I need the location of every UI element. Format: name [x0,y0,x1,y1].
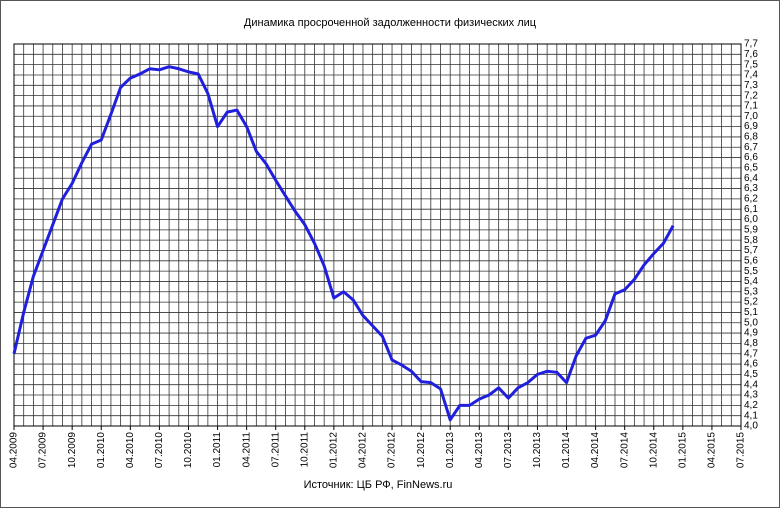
chart-title: Динамика просроченной задолженности физи… [244,17,537,29]
y-tick-label: 4,6 [744,359,758,370]
y-tick-label: 5,0 [744,317,758,328]
y-tick-label: 6,5 [744,163,758,174]
x-tick-label: 04.2009 [9,432,20,469]
y-tick-label: 7,0 [744,111,758,122]
data-line [12,65,675,422]
y-tick-label: 4,9 [744,328,758,339]
y-tick-label: 7,7 [744,39,758,50]
y-tick-label: 4,2 [744,400,758,411]
y-tick-label: 6,9 [744,121,758,132]
y-tick-label: 4,3 [744,390,758,401]
x-tick-label: 04.2010 [125,432,136,469]
x-tick-label: 04.2013 [474,432,485,469]
x-tick-label: 10.2013 [532,432,543,469]
x-tick-label: 07.2009 [38,432,49,469]
y-tick-label: 7,5 [744,59,758,70]
x-tick-label: 04.2014 [590,432,601,469]
y-tick-label: 5,3 [744,286,758,297]
source-note: Источник: ЦБ РФ, FinNews.ru [304,479,453,491]
y-tick-label: 6,8 [744,132,758,143]
x-tick-label: 07.2011 [270,432,281,468]
y-tick-label: 6,3 [744,183,758,194]
y-tick-label: 5,5 [744,266,758,277]
plot-border [13,43,742,427]
x-tick-label: 01.2015 [677,432,688,469]
y-tick-label: 4,0 [744,421,758,432]
y-tick-label: 5,7 [744,245,758,256]
y-tick-label: 7,1 [744,101,758,112]
x-tick-label: 01.2014 [561,432,572,469]
y-tick-label: 5,8 [744,235,758,246]
y-tick-label: 6,4 [744,173,758,184]
y-tick-label: 6,7 [744,142,758,153]
x-tick-label: 01.2013 [445,432,456,469]
y-tick-label: 5,6 [744,255,758,266]
y-tick-label: 5,1 [744,307,758,318]
x-tick-label: 10.2009 [67,432,78,469]
x-tick-label: 01.2012 [329,432,340,469]
y-tick-label: 4,4 [744,379,758,390]
y-tick-label: 6,2 [744,194,758,205]
y-tick-label: 6,6 [744,152,758,163]
y-tick-label: 4,7 [744,348,758,359]
y-tick-label: 6,0 [744,214,758,225]
x-tick-label: 07.2012 [387,432,398,469]
y-tick-label: 7,3 [744,80,758,91]
y-tick-label: 4,5 [744,369,758,380]
y-tick-label: 5,4 [744,276,758,287]
y-tick-label: 5,2 [744,297,758,308]
x-tick-label: 04.2012 [358,432,369,469]
y-tick-label: 6,1 [744,204,758,215]
x-tick-label: 10.2012 [416,432,427,469]
x-tick-label: 10.2010 [183,432,194,469]
x-tick-label: 07.2010 [154,432,165,469]
x-tick-label: 04.2015 [707,432,718,469]
y-tick-label: 7,6 [744,49,758,60]
y-tick-label: 7,2 [744,90,758,101]
x-tick-label: 07.2014 [619,432,630,469]
y-tick-label: 7,4 [744,70,758,81]
x-tick-label: 07.2013 [503,432,514,469]
x-tick-label: 01.2011 [212,432,223,468]
x-tick-label: 07.2015 [736,432,747,469]
x-tick-label: 01.2010 [96,432,107,469]
x-tick-label: 04.2011 [241,432,252,468]
x-tick-label: 10.2014 [648,432,659,469]
y-tick-label: 4,8 [744,338,758,349]
y-tick-label: 4,1 [744,410,758,421]
x-tick-label: 10.2011 [299,432,310,468]
y-tick-label: 5,9 [744,224,758,235]
